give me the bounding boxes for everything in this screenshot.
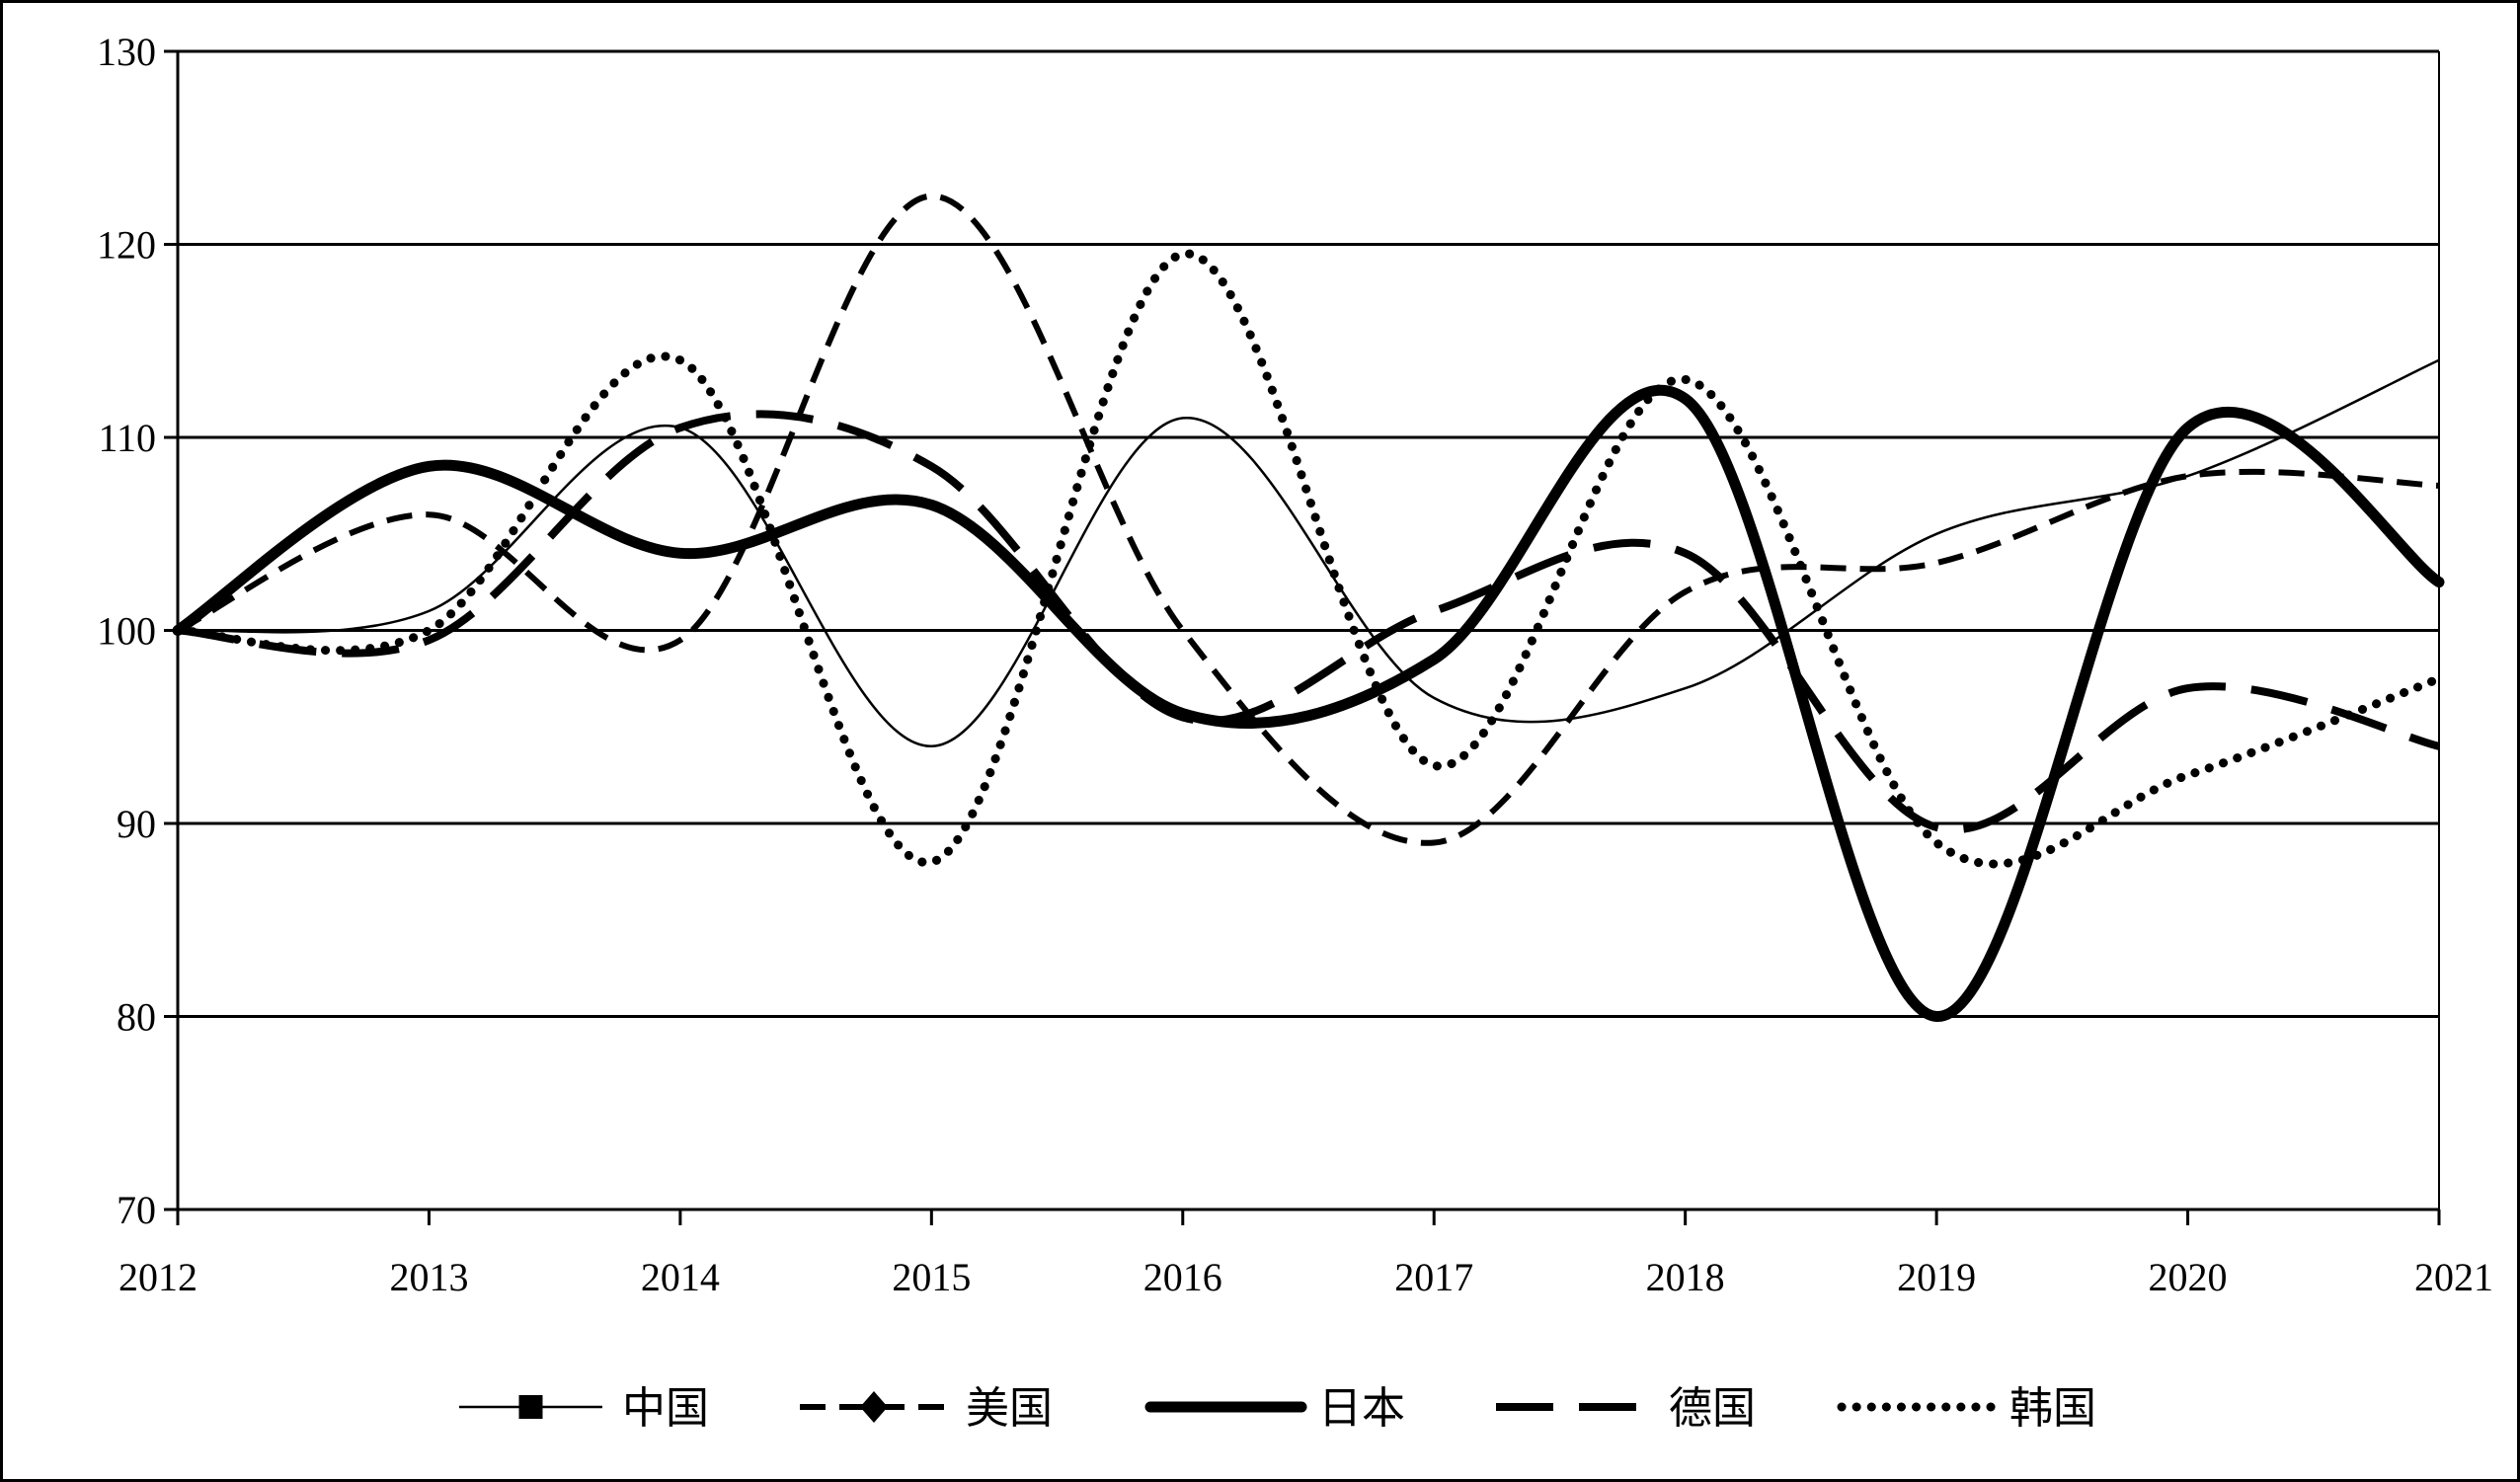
x-tick-label: 2015 xyxy=(892,1255,971,1299)
legend-label-1: 美国 xyxy=(966,1383,1053,1434)
legend: 中国 美国 日本 德国 韩国 xyxy=(459,1383,2096,1434)
legend-label-0: 中国 xyxy=(622,1383,709,1434)
y-tick-label: 80 xyxy=(117,995,156,1040)
grid-lines xyxy=(178,49,2439,1018)
x-tick-label: 2021 xyxy=(2414,1255,2493,1299)
y-tick-label: 130 xyxy=(97,30,156,74)
x-tick-label: 2019 xyxy=(1897,1255,1976,1299)
y-tick-label: 90 xyxy=(117,802,156,846)
y-tick-label: 120 xyxy=(97,223,156,268)
legend-label-4: 韩国 xyxy=(2009,1383,2096,1434)
y-tick-label: 110 xyxy=(98,416,156,460)
y-tick-label: 100 xyxy=(97,609,156,654)
x-tick-label: 2018 xyxy=(1646,1255,1725,1299)
series-line-3 xyxy=(177,410,2440,834)
legend-diamond-marker xyxy=(860,1391,888,1423)
legend-label-2: 日本 xyxy=(1318,1383,1405,1434)
series-line-2 xyxy=(172,384,2445,1023)
legend-label-3: 德国 xyxy=(1669,1383,1756,1434)
y-tick-label: 70 xyxy=(117,1188,156,1232)
axes: 70 80 90 100 110 120 130 2012 2013 2014 2015 2016 20… xyxy=(97,30,2493,1299)
x-tick-label: 2020 xyxy=(2149,1255,2228,1299)
series-line-0 xyxy=(177,358,2440,748)
x-tick-label: 2014 xyxy=(641,1255,720,1299)
legend-square-marker xyxy=(518,1395,543,1419)
x-tick-label: 2013 xyxy=(389,1255,468,1299)
series-lines xyxy=(172,193,2445,1023)
x-tick-label: 2016 xyxy=(1143,1255,1222,1299)
x-tick-label: 2017 xyxy=(1394,1255,1473,1299)
x-tick-label: 2012 xyxy=(118,1255,197,1299)
series-line-4 xyxy=(173,249,2444,869)
series-line-1 xyxy=(176,193,2440,846)
